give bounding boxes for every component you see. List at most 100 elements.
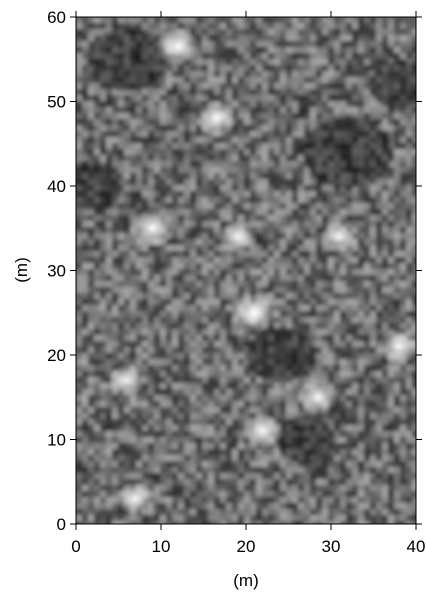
texture-cell — [142, 467, 148, 473]
texture-cell — [346, 65, 352, 71]
texture-cell — [220, 509, 226, 515]
texture-cell — [400, 179, 406, 185]
texture-cell — [262, 101, 268, 107]
texture-cell — [256, 29, 262, 35]
texture-cell — [88, 353, 94, 359]
texture-cell — [88, 35, 94, 41]
texture-cell — [100, 413, 106, 419]
texture-cell — [106, 101, 112, 107]
texture-cell — [148, 341, 154, 347]
texture-cell — [190, 257, 196, 263]
texture-cell — [304, 233, 310, 239]
texture-cell — [406, 233, 412, 239]
texture-cell — [106, 143, 112, 149]
texture-cell — [376, 239, 382, 245]
texture-cell — [304, 41, 310, 47]
texture-cell — [148, 479, 154, 485]
texture-cell — [196, 281, 202, 287]
texture-cell — [358, 89, 364, 95]
texture-cell — [82, 503, 88, 509]
texture-cell — [202, 245, 208, 251]
texture-cell — [346, 251, 352, 257]
texture-cell — [94, 239, 100, 245]
texture-cell — [346, 425, 352, 431]
texture-cell — [130, 359, 136, 365]
texture-cell — [256, 107, 262, 113]
texture-cell — [412, 107, 416, 113]
texture-cell — [280, 419, 286, 425]
texture-cell — [250, 383, 256, 389]
texture-cell — [136, 167, 142, 173]
texture-cell — [100, 515, 106, 521]
texture-cell — [160, 107, 166, 113]
texture-cell — [214, 29, 220, 35]
texture-cell — [100, 293, 106, 299]
texture-cell — [124, 515, 130, 521]
texture-cell — [220, 449, 226, 455]
texture-cell — [400, 29, 406, 35]
texture-cell — [184, 383, 190, 389]
texture-cell — [130, 425, 136, 431]
texture-cell — [106, 353, 112, 359]
texture-cell — [124, 227, 130, 233]
texture-cell — [154, 197, 160, 203]
texture-cell — [118, 311, 124, 317]
texture-cell — [382, 443, 388, 449]
texture-cell — [136, 269, 142, 275]
texture-cell — [232, 137, 238, 143]
texture-cell — [112, 443, 118, 449]
texture-cell — [304, 491, 310, 497]
texture-cell — [400, 323, 406, 329]
texture-cell — [82, 401, 88, 407]
texture-cell — [352, 371, 358, 377]
texture-cell — [124, 161, 130, 167]
texture-cell — [244, 371, 250, 377]
texture-cell — [88, 401, 94, 407]
texture-cell — [394, 119, 400, 125]
texture-cell — [328, 515, 334, 521]
texture-cell — [322, 365, 328, 371]
texture-cell — [244, 65, 250, 71]
texture-cell — [244, 101, 250, 107]
texture-cell — [364, 227, 370, 233]
texture-cell — [346, 263, 352, 269]
texture-cell — [154, 101, 160, 107]
texture-cell — [112, 113, 118, 119]
texture-cell — [268, 197, 274, 203]
texture-cell — [202, 455, 208, 461]
texture-cell — [412, 407, 416, 413]
texture-cell — [340, 377, 346, 383]
texture-cell — [328, 317, 334, 323]
texture-cell — [406, 479, 412, 485]
texture-cell — [202, 137, 208, 143]
texture-cell — [172, 209, 178, 215]
texture-cell — [262, 125, 268, 131]
texture-cell — [370, 113, 376, 119]
texture-cell — [172, 113, 178, 119]
texture-cell — [76, 371, 82, 377]
texture-cell — [286, 485, 292, 491]
texture-cell — [112, 107, 118, 113]
y-tick-label: 50 — [47, 93, 66, 112]
texture-cell — [184, 509, 190, 515]
texture-cell — [316, 95, 322, 101]
texture-cell — [202, 491, 208, 497]
texture-cell — [214, 419, 220, 425]
texture-cell — [352, 221, 358, 227]
texture-cell — [88, 515, 94, 521]
texture-cell — [352, 437, 358, 443]
texture-cell — [88, 239, 94, 245]
texture-cell — [412, 263, 416, 269]
texture-cell — [412, 503, 416, 509]
texture-cell — [406, 263, 412, 269]
texture-cell — [352, 461, 358, 467]
texture-cell — [334, 53, 340, 59]
texture-cell — [316, 197, 322, 203]
texture-cell — [190, 383, 196, 389]
texture-cell — [244, 395, 250, 401]
texture-cell — [88, 395, 94, 401]
texture-cell — [172, 23, 178, 29]
texture-cell — [406, 443, 412, 449]
texture-cell — [334, 47, 340, 53]
texture-cell — [76, 401, 82, 407]
